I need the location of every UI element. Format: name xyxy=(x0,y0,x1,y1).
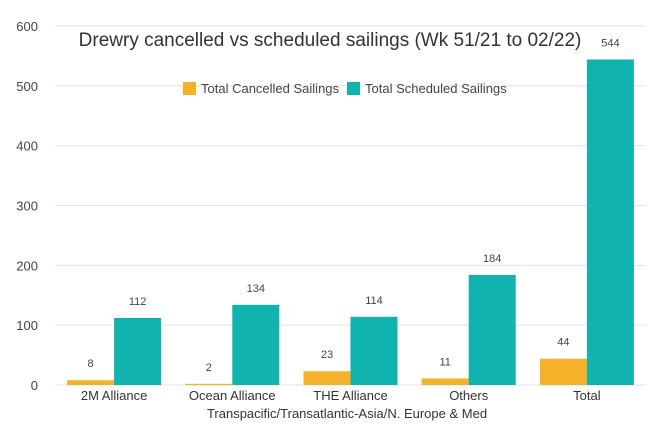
bar-scheduled xyxy=(350,316,398,385)
legend-swatch-scheduled xyxy=(347,82,360,95)
data-label-cancelled: 8 xyxy=(88,358,94,370)
data-label-scheduled: 184 xyxy=(483,253,501,265)
data-label-scheduled: 544 xyxy=(601,38,619,50)
bar-scheduled xyxy=(468,274,516,385)
x-category-label: 2M Alliance xyxy=(81,388,147,403)
bar-scheduled xyxy=(114,317,162,385)
bar-cancelled xyxy=(303,371,351,385)
data-label-scheduled: 134 xyxy=(247,283,265,295)
bar-cancelled xyxy=(67,380,115,385)
y-tick-label: 0 xyxy=(31,378,38,393)
bar-scheduled xyxy=(586,59,634,386)
legend-swatch-cancelled xyxy=(183,82,196,95)
x-category-label: Others xyxy=(449,388,489,403)
x-axis-categories: 2M Alliance Ocean Alliance THE Alliance Oth… xyxy=(81,388,601,403)
bar-cancelled xyxy=(421,378,469,385)
y-tick-label: 100 xyxy=(16,318,38,333)
legend-label-cancelled: Total Cancelled Sailings xyxy=(201,81,340,96)
bar-scheduled xyxy=(232,304,280,385)
legend: Total Cancelled Sailings Total Scheduled… xyxy=(183,81,507,96)
y-tick-label: 200 xyxy=(16,258,38,273)
y-tick-label: 400 xyxy=(16,139,38,154)
x-category-label: Ocean Alliance xyxy=(189,388,276,403)
data-label-cancelled: 23 xyxy=(321,349,333,361)
y-tick-label: 600 xyxy=(16,19,38,34)
bar-cancelled xyxy=(185,383,233,385)
bars xyxy=(67,59,634,386)
y-tick-label: 500 xyxy=(16,79,38,94)
data-labels: 8 112 2 134 23 114 11 184 44 544 xyxy=(88,38,620,374)
x-category-label: THE Alliance xyxy=(313,388,387,403)
data-label-cancelled: 11 xyxy=(439,356,450,368)
data-label-scheduled: 112 xyxy=(129,296,147,308)
bar-cancelled xyxy=(539,358,587,385)
data-label-scheduled: 114 xyxy=(365,295,383,307)
data-label-cancelled: 44 xyxy=(557,337,569,349)
legend-label-scheduled: Total Scheduled Sailings xyxy=(365,81,507,96)
y-tick-label: 300 xyxy=(16,199,38,214)
data-label-cancelled: 2 xyxy=(206,362,212,374)
x-axis-title: Transpacific/Transatlantic-Asia/N. Europ… xyxy=(207,406,487,421)
chart-title: Drewry cancelled vs scheduled sailings (… xyxy=(79,30,582,51)
y-axis-ticks: 0 100 200 300 400 500 600 xyxy=(16,19,38,393)
x-category-label: Total xyxy=(573,388,601,403)
